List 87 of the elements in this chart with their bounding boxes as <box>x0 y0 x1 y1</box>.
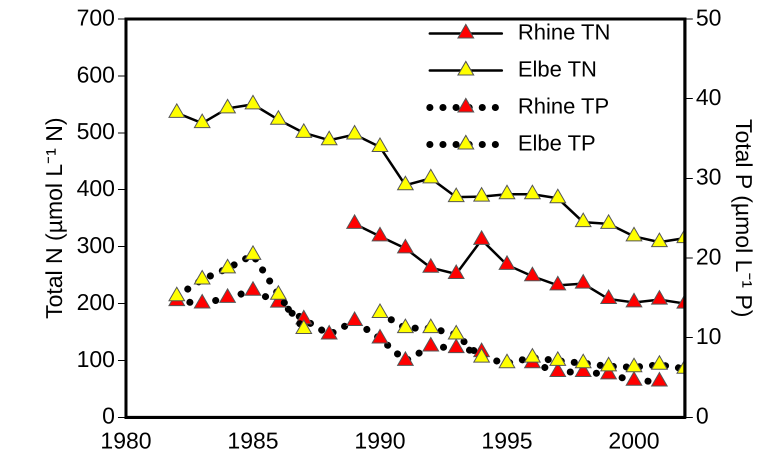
point <box>600 214 617 229</box>
y2-axis-title: Total P (µmol L⁻¹ P) <box>730 118 757 318</box>
point <box>600 356 617 372</box>
point <box>626 358 642 372</box>
point <box>397 238 414 254</box>
point <box>651 372 668 387</box>
point <box>372 138 388 152</box>
point <box>422 258 440 273</box>
point <box>244 245 262 260</box>
point <box>295 319 312 334</box>
point <box>600 290 617 304</box>
point <box>219 288 236 303</box>
point <box>448 338 464 354</box>
point <box>574 212 592 228</box>
point <box>626 292 642 308</box>
point <box>194 270 210 285</box>
point <box>473 187 490 202</box>
point <box>397 351 414 366</box>
point <box>473 230 490 245</box>
point <box>372 329 388 344</box>
point <box>397 318 414 334</box>
legend-label: Rhine TP <box>518 94 610 119</box>
point <box>168 286 186 302</box>
point <box>244 94 262 110</box>
point <box>448 264 464 279</box>
point <box>270 110 287 125</box>
y-axis-title: Total N (µmol L⁻¹ N) <box>41 117 68 319</box>
point <box>422 336 440 352</box>
point <box>498 184 516 200</box>
y2-tick-label: 50 <box>696 4 722 30</box>
y2-tick-label: 30 <box>696 164 722 190</box>
point <box>626 371 642 386</box>
point <box>524 266 541 282</box>
point <box>550 188 566 204</box>
x-tick-label: 1990 <box>354 428 406 454</box>
point <box>219 98 236 114</box>
point <box>320 325 338 340</box>
point <box>295 123 312 138</box>
x-tick-label: 1985 <box>227 428 279 454</box>
y-tick-label: 500 <box>76 118 115 144</box>
y2-tick-label: 0 <box>696 402 709 429</box>
y2-tick-label: 20 <box>696 243 722 270</box>
point <box>372 226 388 242</box>
point <box>372 304 388 318</box>
point <box>270 285 287 300</box>
point <box>651 232 668 248</box>
point <box>574 354 592 368</box>
y-tick-label: 700 <box>76 4 115 30</box>
y-tick-label: 0 <box>102 402 115 429</box>
x-tick-label: 2000 <box>608 428 660 454</box>
y2-tick-label: 10 <box>696 323 722 350</box>
point <box>168 103 186 118</box>
point <box>320 130 338 146</box>
x-tick-label: 1995 <box>481 428 533 454</box>
point <box>651 355 668 370</box>
point <box>346 125 363 140</box>
legend-label: Elbe TN <box>518 56 597 82</box>
point <box>550 276 566 290</box>
point <box>574 274 592 289</box>
point <box>194 294 210 308</box>
y-tick-label: 400 <box>76 175 115 202</box>
point <box>626 226 642 242</box>
point <box>448 188 464 202</box>
point <box>194 114 210 128</box>
point <box>550 351 566 366</box>
point <box>498 255 516 270</box>
point <box>244 281 262 296</box>
point <box>524 348 541 363</box>
y-tick-label: 100 <box>76 346 115 372</box>
y2-tick-label: 40 <box>696 84 722 110</box>
point <box>473 348 490 363</box>
legend-label: Elbe TP <box>518 130 596 156</box>
point <box>422 168 440 184</box>
point <box>346 214 363 229</box>
y-tick-label: 600 <box>76 61 115 88</box>
legend-label: Rhine TN <box>518 20 610 45</box>
point <box>346 311 363 326</box>
point <box>524 184 541 200</box>
y-tick-label: 300 <box>76 232 115 258</box>
point <box>219 258 236 274</box>
point <box>397 176 414 190</box>
x-tick-label: 1980 <box>100 428 152 454</box>
y-tick-label: 200 <box>76 288 115 315</box>
point <box>448 325 464 340</box>
point <box>651 290 668 305</box>
point <box>498 354 516 368</box>
point <box>422 318 440 334</box>
